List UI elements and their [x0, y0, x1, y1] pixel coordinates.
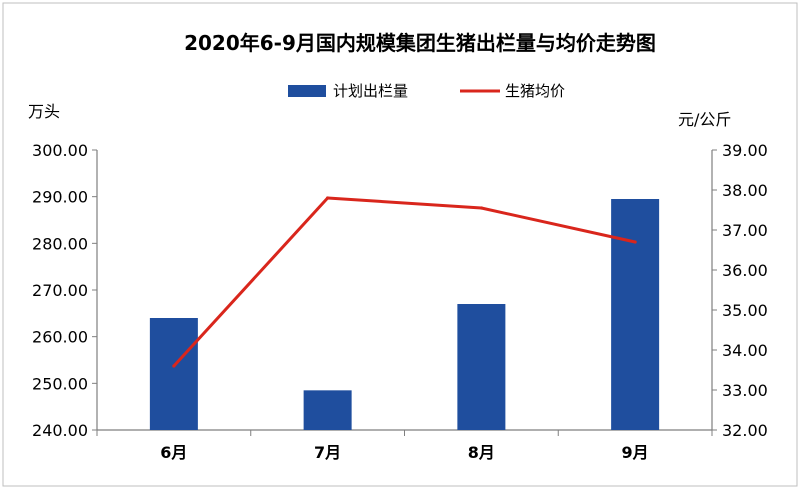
left-tick-label: 290.00 — [32, 188, 88, 207]
right-tick-label: 33.00 — [722, 381, 768, 400]
chart-border — [2, 2, 798, 487]
axes-group: 300.00 290.00 280.00 270.00 260.00 250.00 240.… — [32, 141, 768, 440]
price-point-1 — [172, 364, 176, 368]
right-tick-label: 34.00 — [722, 341, 768, 360]
right-tick-label: 35.00 — [722, 301, 768, 320]
legend: 计划出栏量 生猪均价 — [288, 82, 565, 100]
bar-1 — [149, 318, 198, 430]
left-tick-label: 300.00 — [32, 141, 88, 160]
left-tick-label: 260.00 — [32, 328, 88, 347]
right-axis-unit: 元/公斤 — [678, 110, 731, 129]
bar-2 — [303, 390, 352, 430]
right-tick-label: 36.00 — [722, 261, 768, 280]
line-group — [172, 196, 637, 368]
left-tick-label: 270.00 — [32, 281, 88, 300]
price-point-2 — [326, 196, 330, 200]
left-tick-label: 280.00 — [32, 234, 88, 253]
x-tick-label: 9月 — [622, 443, 649, 462]
price-point-4 — [633, 240, 637, 244]
x-labels-group: 6月 7月 8月 9月 — [160, 443, 648, 462]
right-tick-label: 32.00 — [722, 421, 768, 440]
right-tick-label: 37.00 — [722, 221, 768, 240]
x-tick-label: 6月 — [160, 443, 187, 462]
right-tick-label: 38.00 — [722, 181, 768, 200]
legend-swatch-bar — [288, 85, 326, 97]
chart-title: 2020年6-9月国内规模集团生猪出栏量与均价走势图 — [184, 31, 656, 55]
x-tick-label: 8月 — [468, 443, 495, 462]
price-line — [172, 196, 636, 368]
legend-label-line: 生猪均价 — [505, 82, 565, 100]
left-tick-label: 250.00 — [32, 374, 88, 393]
bar-4 — [611, 199, 660, 430]
left-tick-label: 240.00 — [32, 421, 88, 440]
price-point-3 — [479, 206, 483, 210]
right-tick-label: 39.00 — [722, 141, 768, 160]
legend-label-bar: 计划出栏量 — [333, 82, 408, 100]
bar-3 — [457, 304, 506, 430]
x-tick-label: 7月 — [314, 443, 341, 462]
left-axis-unit: 万头 — [28, 102, 60, 121]
